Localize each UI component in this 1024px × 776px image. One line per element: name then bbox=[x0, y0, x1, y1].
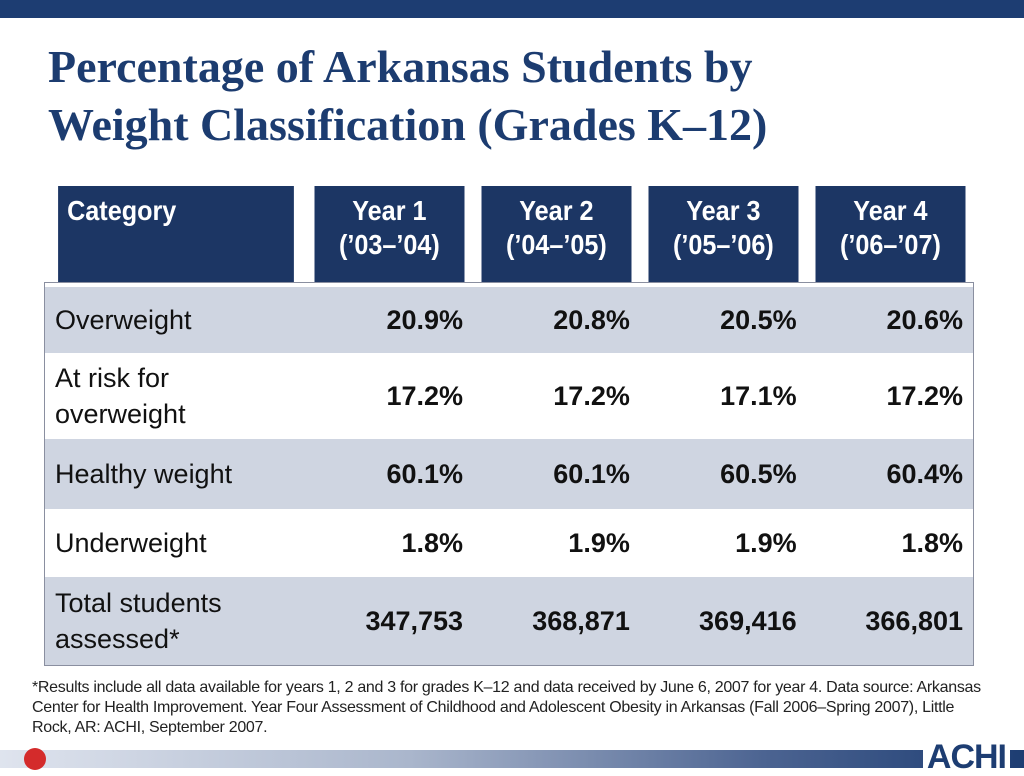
slide-title: Percentage of Arkansas Students by Weigh… bbox=[48, 38, 948, 154]
red-dot-icon bbox=[24, 748, 46, 770]
header-year-3-label: Year 3 bbox=[686, 195, 761, 226]
row-label-line-1: Overweight bbox=[55, 305, 192, 335]
row-label: Underweight bbox=[44, 509, 307, 577]
table-row-underweight: Underweight 1.8% 1.9% 1.9% 1.8% bbox=[44, 509, 974, 577]
top-banner-bar bbox=[0, 0, 1024, 18]
cell-year-4: 1.8% bbox=[806, 509, 974, 577]
gap-cell bbox=[44, 282, 974, 287]
row-label-line-1: Total students bbox=[55, 588, 222, 618]
weight-classification-table: Category Year 1 (’03–’04) Year 2 (’04–’0… bbox=[44, 186, 974, 666]
header-year-2-range: (’04–’05) bbox=[506, 229, 607, 260]
cell-year-2: 20.8% bbox=[473, 287, 640, 353]
table-row-at-risk: At risk for overweight 17.2% 17.2% 17.1%… bbox=[44, 353, 974, 439]
achi-logo: ACHI bbox=[922, 740, 1010, 774]
cell-year-2: 1.9% bbox=[473, 509, 640, 577]
header-category: Category bbox=[57, 186, 294, 283]
header-year-4: Year 4 (’06–’07) bbox=[814, 186, 966, 283]
header-category-label: Category bbox=[66, 195, 176, 226]
header-year-3-range: (’05–’06) bbox=[672, 229, 774, 260]
header-year-2: Year 2 (’04–’05) bbox=[481, 186, 632, 283]
cell-year-1: 17.2% bbox=[306, 353, 474, 439]
row-label: Total students assessed* bbox=[44, 577, 307, 666]
cell-year-3: 20.5% bbox=[639, 287, 807, 353]
header-year-1-label: Year 1 bbox=[352, 195, 427, 226]
header-year-4-range: (’06–’07) bbox=[839, 229, 941, 260]
cell-year-3: 369,416 bbox=[639, 577, 807, 666]
cell-year-1: 347,753 bbox=[306, 577, 474, 666]
cell-year-4: 20.6% bbox=[806, 287, 974, 353]
header-year-1: Year 1 (’03–’04) bbox=[314, 186, 465, 283]
bottom-banner-bar bbox=[0, 750, 1024, 768]
header-body-gap bbox=[44, 282, 974, 287]
row-label: Overweight bbox=[44, 287, 307, 353]
cell-year-4: 17.2% bbox=[806, 353, 974, 439]
row-label-line-2: overweight bbox=[55, 399, 186, 429]
cell-year-1: 60.1% bbox=[306, 439, 474, 509]
header-year-4-label: Year 4 bbox=[852, 195, 928, 226]
header-year-2-label: Year 2 bbox=[519, 195, 594, 226]
cell-year-1: 1.8% bbox=[306, 509, 474, 577]
header-year-3: Year 3 (’05–’06) bbox=[648, 186, 799, 283]
table-header: Category Year 1 (’03–’04) Year 2 (’04–’0… bbox=[45, 186, 974, 283]
slide-title-line-2: Weight Classification (Grades K–12) bbox=[48, 99, 768, 150]
row-label-line-1: At risk for bbox=[55, 363, 170, 393]
cell-year-3: 17.1% bbox=[639, 353, 807, 439]
row-label-line-1: Healthy weight bbox=[55, 459, 233, 489]
cell-year-2: 17.2% bbox=[473, 353, 640, 439]
table-row-healthy-weight: Healthy weight 60.1% 60.1% 60.5% 60.4% bbox=[44, 439, 974, 509]
cell-year-3: 60.5% bbox=[639, 439, 807, 509]
header-year-1-range: (’03–’04) bbox=[339, 229, 441, 260]
cell-year-3: 1.9% bbox=[639, 509, 807, 577]
footnote: *Results include all data available for … bbox=[32, 679, 981, 736]
table-body: Overweight 20.9% 20.8% 20.5% 20.6% At ri… bbox=[44, 282, 974, 666]
cell-year-4: 60.4% bbox=[806, 439, 974, 509]
table-row-total-students: Total students assessed* 347,753 368,871… bbox=[44, 577, 974, 666]
row-label: At risk for overweight bbox=[44, 353, 307, 439]
header-row: Category Year 1 (’03–’04) Year 2 (’04–’0… bbox=[45, 186, 974, 283]
row-label: Healthy weight bbox=[44, 439, 307, 509]
data-table: Category Year 1 (’03–’04) Year 2 (’04–’0… bbox=[44, 186, 974, 666]
row-label-line-2: assessed* bbox=[55, 624, 180, 654]
row-label-line-1: Underweight bbox=[55, 528, 207, 558]
table-row-overweight: Overweight 20.9% 20.8% 20.5% 20.6% bbox=[44, 287, 974, 353]
cell-year-4: 366,801 bbox=[806, 577, 974, 666]
cell-year-2: 60.1% bbox=[473, 439, 640, 509]
slide-title-line-1: Percentage of Arkansas Students by bbox=[48, 41, 753, 92]
cell-year-2: 368,871 bbox=[473, 577, 640, 666]
cell-year-1: 20.9% bbox=[306, 287, 474, 353]
